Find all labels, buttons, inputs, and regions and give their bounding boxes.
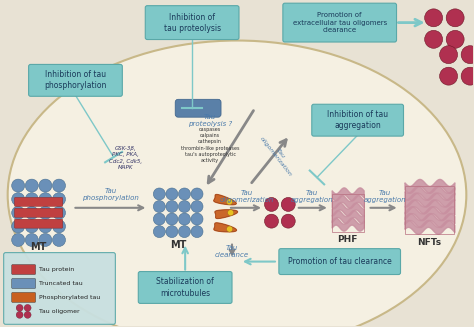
FancyBboxPatch shape	[14, 198, 63, 206]
Circle shape	[154, 188, 165, 200]
Circle shape	[154, 226, 165, 238]
FancyBboxPatch shape	[145, 6, 239, 40]
Circle shape	[25, 179, 38, 192]
Circle shape	[281, 214, 295, 228]
Circle shape	[16, 304, 23, 311]
Text: Tau
aggregation: Tau aggregation	[363, 190, 406, 203]
Circle shape	[191, 188, 203, 200]
Circle shape	[281, 198, 295, 211]
Text: Inhibition of tau
aggregation: Inhibition of tau aggregation	[327, 110, 388, 130]
Circle shape	[25, 193, 38, 206]
Circle shape	[16, 311, 23, 318]
Text: caspases
calpains
cathepsin
thrombin-like proteases
tau's autoproteolytic
activi: caspases calpains cathepsin thrombin-lik…	[181, 127, 239, 163]
FancyBboxPatch shape	[14, 219, 63, 228]
Circle shape	[461, 67, 474, 85]
Circle shape	[425, 9, 443, 27]
Text: Tau oligomer: Tau oligomer	[38, 309, 79, 314]
Circle shape	[53, 206, 65, 219]
Text: Tau
phosphorylation: Tau phosphorylation	[82, 188, 139, 201]
Circle shape	[39, 233, 52, 247]
Text: Truncated tau: Truncated tau	[38, 281, 82, 286]
Circle shape	[53, 233, 65, 247]
Text: Tau
proteolysis ?: Tau proteolysis ?	[188, 113, 232, 127]
Circle shape	[179, 188, 191, 200]
Circle shape	[39, 206, 52, 219]
FancyBboxPatch shape	[28, 64, 122, 96]
FancyBboxPatch shape	[138, 271, 232, 303]
Circle shape	[425, 30, 443, 48]
Circle shape	[191, 213, 203, 225]
Circle shape	[39, 179, 52, 192]
FancyBboxPatch shape	[175, 99, 221, 117]
Circle shape	[166, 226, 178, 238]
Circle shape	[228, 210, 234, 216]
Text: Promotion of
extracellular tau oligomers
clearance: Promotion of extracellular tau oligomers…	[292, 12, 387, 33]
Circle shape	[24, 304, 31, 311]
Circle shape	[53, 220, 65, 233]
Circle shape	[12, 179, 25, 192]
Circle shape	[53, 179, 65, 192]
Circle shape	[191, 226, 203, 238]
Text: MT: MT	[30, 242, 47, 252]
Text: Tau
oligomerization: Tau oligomerization	[259, 132, 297, 178]
FancyBboxPatch shape	[312, 104, 403, 136]
Text: Stabilization of
microtubules: Stabilization of microtubules	[156, 277, 214, 298]
Circle shape	[446, 9, 464, 27]
FancyBboxPatch shape	[14, 208, 63, 217]
Circle shape	[439, 67, 457, 85]
Circle shape	[154, 200, 165, 213]
Circle shape	[24, 311, 31, 318]
Text: GSK-3β,
PKC, PKA,
Cdc2, Cdk5,
MAPK: GSK-3β, PKC, PKA, Cdc2, Cdk5, MAPK	[109, 146, 142, 170]
FancyBboxPatch shape	[12, 279, 36, 288]
Text: PHF: PHF	[337, 235, 358, 244]
Circle shape	[25, 220, 38, 233]
Circle shape	[179, 200, 191, 213]
Circle shape	[446, 30, 464, 48]
FancyBboxPatch shape	[283, 3, 397, 42]
Circle shape	[53, 193, 65, 206]
Text: Tau
aggregation: Tau aggregation	[291, 190, 333, 203]
Circle shape	[39, 193, 52, 206]
Circle shape	[166, 188, 178, 200]
Text: Inhibition of tau
phosphorylation: Inhibition of tau phosphorylation	[44, 70, 107, 90]
Polygon shape	[214, 195, 236, 205]
Text: Phosphorylated tau: Phosphorylated tau	[38, 295, 100, 300]
Circle shape	[439, 46, 457, 64]
Polygon shape	[215, 210, 237, 218]
Circle shape	[12, 220, 25, 233]
FancyBboxPatch shape	[4, 253, 115, 324]
Circle shape	[227, 226, 233, 232]
Circle shape	[154, 213, 165, 225]
FancyBboxPatch shape	[12, 292, 36, 302]
Circle shape	[12, 193, 25, 206]
Circle shape	[12, 233, 25, 247]
Circle shape	[191, 200, 203, 213]
Text: Tau
clearance: Tau clearance	[215, 245, 249, 258]
Text: Tau
oligomerization: Tau oligomerization	[220, 190, 274, 203]
Circle shape	[12, 206, 25, 219]
Text: NFTs: NFTs	[418, 238, 441, 247]
Circle shape	[166, 200, 178, 213]
Circle shape	[25, 233, 38, 247]
Circle shape	[179, 226, 191, 238]
Text: Tau protein: Tau protein	[38, 267, 74, 272]
Text: MT: MT	[170, 240, 186, 250]
Circle shape	[264, 214, 279, 228]
Circle shape	[227, 199, 232, 205]
Circle shape	[166, 213, 178, 225]
Polygon shape	[214, 223, 237, 232]
Ellipse shape	[8, 41, 466, 327]
Circle shape	[264, 198, 279, 211]
FancyBboxPatch shape	[12, 265, 36, 275]
FancyBboxPatch shape	[279, 249, 401, 275]
Circle shape	[25, 206, 38, 219]
Circle shape	[39, 220, 52, 233]
Circle shape	[179, 213, 191, 225]
Circle shape	[461, 46, 474, 64]
Text: Promotion of tau clearance: Promotion of tau clearance	[288, 257, 392, 266]
Text: Inhibition of
tau proteolysis: Inhibition of tau proteolysis	[164, 12, 221, 33]
